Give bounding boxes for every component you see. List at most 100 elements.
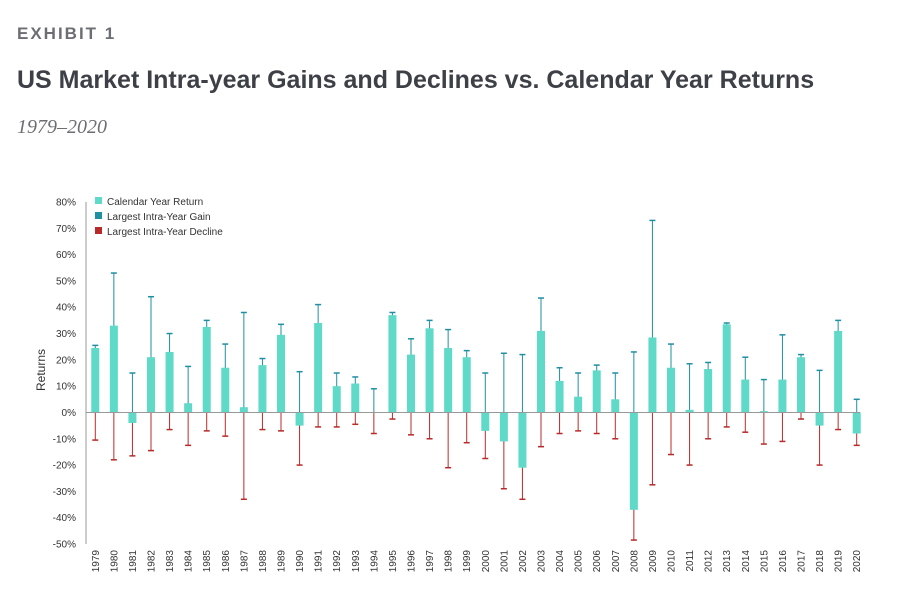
x-tick-label: 1994 bbox=[369, 550, 380, 573]
x-tick-label: 1998 bbox=[444, 550, 455, 573]
calendar-bar bbox=[499, 412, 508, 442]
x-tick-label: 2003 bbox=[537, 550, 548, 573]
x-tick-label: 1986 bbox=[221, 550, 232, 573]
x-tick-label: 1987 bbox=[239, 550, 250, 573]
calendar-bar bbox=[592, 370, 601, 413]
legend-swatch-decline bbox=[95, 227, 102, 234]
calendar-bar bbox=[555, 380, 564, 413]
x-tick-label: 2018 bbox=[815, 550, 826, 573]
calendar-bar bbox=[258, 365, 267, 413]
x-tick-label: 1990 bbox=[295, 550, 306, 573]
x-tick-label: 2017 bbox=[797, 550, 808, 573]
x-tick-label: 1984 bbox=[184, 550, 195, 573]
legend-swatch-calendar bbox=[95, 197, 102, 204]
x-tick-label: 2012 bbox=[704, 550, 715, 573]
x-tick-label: 2011 bbox=[685, 550, 696, 572]
x-tick-label: 2004 bbox=[555, 550, 566, 573]
y-tick-label: 40% bbox=[56, 303, 76, 314]
chart-title: US Market Intra-year Gains and Declines … bbox=[17, 66, 815, 94]
calendar-bar bbox=[741, 379, 750, 413]
x-tick-label: 2005 bbox=[574, 550, 585, 573]
calendar-bar bbox=[332, 386, 341, 413]
calendar-bar bbox=[778, 379, 787, 413]
calendar-bar bbox=[704, 369, 713, 413]
calendar-bar bbox=[128, 412, 137, 423]
x-tick-label: 2015 bbox=[759, 550, 770, 573]
x-tick-label: 2020 bbox=[852, 550, 863, 573]
calendar-bar bbox=[518, 412, 527, 468]
y-tick-label: 70% bbox=[56, 224, 76, 235]
x-tick-label: 2016 bbox=[778, 550, 789, 573]
calendar-bar bbox=[852, 412, 861, 434]
calendar-bar bbox=[91, 348, 100, 413]
calendar-bar bbox=[722, 324, 731, 413]
x-tick-label: 1983 bbox=[165, 550, 176, 573]
x-axis-ticks: 1979 1980 1981 1982 1983 1984 1985 1986 1987 1988… bbox=[91, 550, 863, 573]
calendar-bar bbox=[147, 357, 155, 413]
x-tick-label: 2008 bbox=[629, 550, 640, 573]
x-tick-label: 1992 bbox=[332, 550, 343, 573]
x-tick-label: 2002 bbox=[518, 550, 529, 573]
chart-subtitle: 1979–2020 bbox=[17, 116, 107, 138]
calendar-bar bbox=[407, 354, 415, 413]
calendar-bar bbox=[685, 409, 694, 413]
calendar-bar bbox=[184, 403, 193, 413]
calendar-bar bbox=[759, 411, 768, 413]
x-tick-label: 1997 bbox=[425, 550, 436, 573]
y-tick-label: 60% bbox=[56, 250, 76, 261]
y-tick-label: 30% bbox=[56, 329, 76, 340]
y-tick-label: 10% bbox=[56, 382, 76, 393]
x-tick-label: 2001 bbox=[499, 550, 510, 573]
x-tick-label: 1979 bbox=[91, 550, 102, 573]
x-tick-label: 1993 bbox=[351, 550, 362, 573]
calendar-bar bbox=[444, 348, 453, 413]
x-tick-label: 1982 bbox=[147, 550, 158, 573]
calendar-bar bbox=[797, 357, 805, 413]
x-tick-label: 2007 bbox=[611, 550, 622, 573]
x-tick-label: 2013 bbox=[722, 550, 733, 573]
x-tick-label: 1989 bbox=[277, 550, 288, 573]
y-axis-ticks: -50% -40% -30% -20% -10% 0% 10% 20% 30% 40% 50% 60%… bbox=[53, 198, 76, 551]
x-tick-label: 1995 bbox=[388, 550, 399, 573]
calendar-bar bbox=[165, 351, 174, 413]
x-tick-label: 1981 bbox=[128, 550, 139, 573]
exhibit-label: EXHIBIT 1 bbox=[17, 24, 117, 43]
calendar-bar bbox=[221, 367, 230, 413]
y-tick-label: 0% bbox=[62, 408, 77, 419]
x-tick-label: 2000 bbox=[481, 550, 492, 573]
legend: Calendar Year Return Largest Intra-Year … bbox=[95, 197, 223, 238]
x-tick-label: 1996 bbox=[407, 550, 418, 573]
y-tick-label: 50% bbox=[56, 276, 76, 287]
x-tick-label: 2019 bbox=[834, 550, 845, 573]
calendar-bar bbox=[239, 407, 248, 413]
y-tick-label: 20% bbox=[56, 355, 76, 366]
calendar-bar bbox=[481, 412, 490, 431]
calendar-bar bbox=[611, 399, 620, 413]
x-tick-label: 2009 bbox=[648, 550, 659, 573]
calendar-bar bbox=[388, 315, 397, 413]
calendar-bar bbox=[295, 412, 304, 426]
calendar-bar bbox=[629, 412, 638, 510]
bars bbox=[91, 219, 861, 541]
y-tick-label: -10% bbox=[53, 434, 76, 445]
legend-label-calendar: Calendar Year Return bbox=[107, 197, 203, 208]
x-tick-label: 1988 bbox=[258, 550, 269, 573]
y-tick-label: -20% bbox=[53, 461, 76, 472]
calendar-bar bbox=[202, 326, 211, 413]
x-tick-label: 2014 bbox=[741, 550, 752, 573]
y-tick-label: -50% bbox=[53, 540, 76, 551]
y-tick-label: -40% bbox=[53, 513, 76, 524]
y-axis-label: Returns bbox=[34, 349, 48, 391]
x-tick-label: 1980 bbox=[109, 550, 120, 573]
x-tick-label: 1985 bbox=[202, 550, 213, 573]
legend-label-decline: Largest Intra-Year Decline bbox=[107, 227, 223, 238]
calendar-bar bbox=[351, 383, 360, 413]
y-tick-label: -30% bbox=[53, 487, 76, 498]
x-tick-label: 2006 bbox=[592, 550, 603, 573]
calendar-bar bbox=[574, 396, 583, 413]
calendar-bar bbox=[815, 412, 824, 426]
x-tick-label: 2010 bbox=[667, 550, 678, 573]
x-tick-label: 1991 bbox=[314, 550, 325, 573]
calendar-bar bbox=[109, 325, 118, 413]
